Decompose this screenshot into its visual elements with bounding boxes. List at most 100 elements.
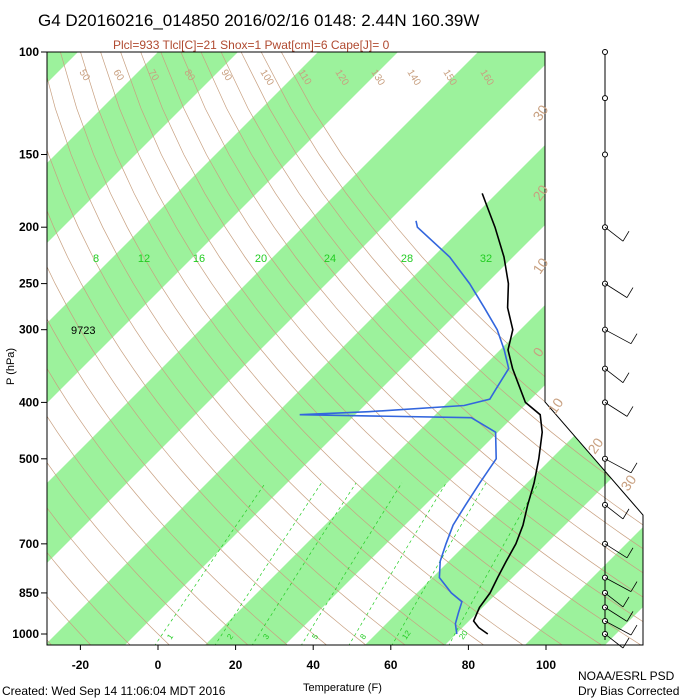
dry-adiabat-line [47,52,486,645]
mixing-ratio-label: 3 [261,632,271,641]
mixing-ratio-label: 8 [358,632,368,641]
mixing-ratio-line [214,482,322,645]
wind-barb [604,620,632,636]
dry-adiabat-line [47,52,132,645]
wind-barb-flag [626,406,634,417]
dry-adiabat-line [60,52,526,645]
chart-title: G4 D20160216_014850 2016/02/16 0148: 2.4… [38,11,479,30]
mixing-ratio-label: 2 [225,632,235,641]
dry-adiabat-line [100,52,604,645]
pressure-tick-label: 1000 [12,627,39,641]
dry-adiabat-line [47,52,171,645]
dry-adiabat-line [47,52,329,645]
dewpoint-line [299,220,510,635]
theta-label-top: 90 [218,68,233,84]
green-band [685,0,700,645]
pressure-tick-label: 100 [19,45,39,59]
dry-adiabat-line [47,52,368,645]
green-band-label: 32 [480,253,492,265]
wind-barb-flag [622,637,630,649]
mixing-ratio-line [348,482,447,645]
mixing-ratio-label: 5 [310,632,320,641]
wind-barb-flag [626,287,634,298]
dry-adiabat-line [280,52,643,645]
wind-barb-flag [630,581,638,592]
dry-adiabat-line [120,52,643,645]
pressure-axis: 100 150 200 250 300 400 500 700 850 1000 [12,45,47,641]
x-axis-label: Temperature (F) [303,682,382,694]
green-band-label: 8 [93,253,99,265]
mixing-ratio-lines [154,482,539,645]
theta-label-top: 140 [404,68,422,88]
pressure-tick-label: 700 [19,537,39,551]
dry-adiabat-line [140,52,643,645]
dry-adiabat-line [160,52,643,645]
temperature-tick-label: 80 [462,658,476,672]
green-band [47,52,345,645]
wind-barb [604,226,624,242]
dry-adiabat-line [47,52,93,645]
y-axis-label: P (hPa) [5,348,17,385]
mixing-ratio-line [154,482,266,645]
dry-adiabat-line [47,52,408,645]
green-band-label: 16 [193,253,205,265]
pressure-tick-label: 500 [19,452,39,466]
dry-adiabat-line [220,52,643,645]
wind-barb [604,283,628,298]
height-label: 9723 [71,325,95,337]
wind-barb-flag [630,624,638,636]
wind-barb-flag [622,508,630,520]
wind-barb [604,633,624,649]
green-band-label: 20 [255,253,267,265]
theta-label-right: 10 [544,395,566,417]
mixing-ratio-line [447,482,539,645]
green-band [365,52,643,645]
dry-adiabat-line [47,52,211,645]
green-band-label: 24 [324,253,336,265]
theta-label-top: 60 [110,68,125,84]
dry-adiabat-line [200,52,643,645]
temperature-tick-label: 40 [307,658,321,672]
wind-barb [604,458,632,474]
green-band-label: 28 [401,253,413,265]
wind-barb-flag [630,333,638,344]
theta-label-right: 30 [529,102,551,124]
pressure-tick-label: 400 [19,395,39,409]
wind-barb [604,504,624,520]
dry-adiabat-line [180,52,643,645]
dry-adiabat-line [260,52,643,645]
wind-barb-flag [630,462,638,474]
wind-barb [604,592,624,608]
wind-barbs [602,49,638,649]
created-timestamp: Created: Wed Sep 14 11:06:04 MDT 2016 [2,684,226,698]
theta-label-top: 130 [368,68,386,88]
wind-barb-flag [622,230,630,242]
wind-barb [604,368,624,383]
temperature-tick-label: -20 [72,658,90,672]
dry-adiabat-line [47,52,447,645]
temperature-line [472,193,544,635]
wind-station-marker [602,95,608,102]
dry-adiabats [47,52,643,645]
dry-adiabat-line [47,52,250,645]
pressure-tick-label: 850 [19,586,39,600]
org-label: NOAA/ESRL PSD [578,669,675,683]
wind-barb [604,543,628,559]
temperature-tick-label: 60 [384,658,398,672]
mixing-ratio-line [391,482,487,645]
wind-barb [604,607,628,622]
wind-barb-flag [626,547,634,559]
temperature-tick-label: 100 [536,658,556,672]
wind-barb-flag [622,372,630,383]
wind-station-marker [602,49,608,55]
green-band [47,52,505,645]
pressure-tick-label: 200 [19,220,39,234]
mixing-ratio-line [300,482,403,645]
wind-barb [604,577,632,592]
green-band [47,52,643,645]
wind-barb [604,329,632,345]
correction-note: Dry Bias Corrected [578,684,679,698]
green-bands [47,0,700,645]
wind-barb-flag [622,596,630,608]
